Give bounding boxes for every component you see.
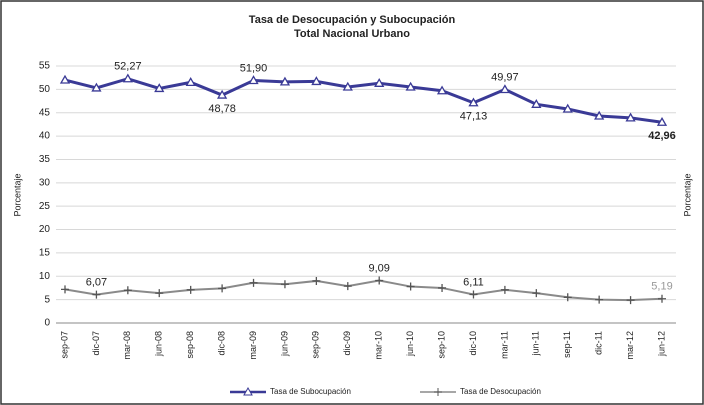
data-label: 48,78 <box>208 103 236 115</box>
x-tick-label: mar-08 <box>122 331 132 360</box>
point-marker <box>91 82 102 92</box>
data-label: 9,09 <box>368 262 389 274</box>
point-marker <box>405 81 416 91</box>
data-label: 52,27 <box>114 61 142 73</box>
point-marker <box>185 77 196 87</box>
y-tick-label: 40 <box>39 131 51 142</box>
point-marker <box>154 83 165 93</box>
chart-subtitle: Total Nacional Urbano <box>294 28 410 40</box>
x-tick-label: mar-12 <box>625 331 635 360</box>
y-tick-label: 0 <box>44 318 50 329</box>
y-axis-label: Porcentaje <box>12 173 22 216</box>
y-tick-label: 35 <box>39 154 51 165</box>
point-marker <box>92 290 101 299</box>
chart-title: Tasa de Desocupación y Subocupación <box>249 14 456 26</box>
point-marker <box>469 290 478 299</box>
legend-marker <box>243 386 253 396</box>
x-tick-label: jun-10 <box>405 331 415 357</box>
point-marker <box>248 75 259 85</box>
point-marker <box>311 76 322 86</box>
point-marker <box>342 81 353 91</box>
x-tick-label: dic-09 <box>342 331 352 356</box>
x-tick-label: sep-07 <box>59 331 69 359</box>
y-tick-label: 55 <box>39 61 51 72</box>
legend-label: Tasa de Desocupación <box>460 387 541 396</box>
point-marker <box>312 276 321 285</box>
point-marker <box>123 286 132 295</box>
y-tick-label: 10 <box>39 271 51 282</box>
y-tick-label: 30 <box>39 177 51 188</box>
point-marker <box>438 283 447 292</box>
x-tick-label: jun-09 <box>279 331 289 357</box>
y-tick-label: 25 <box>39 201 51 212</box>
point-marker <box>186 285 195 294</box>
x-tick-label: dic-07 <box>91 331 101 356</box>
x-tick-label: jun-11 <box>531 331 541 356</box>
x-tick-label: sep-11 <box>562 331 572 358</box>
data-label: 49,97 <box>491 71 519 83</box>
data-label: 6,11 <box>463 276 484 288</box>
line-series <box>64 279 663 302</box>
point-marker <box>375 276 384 285</box>
point-marker <box>406 282 415 291</box>
x-tick-label: jun-12 <box>656 331 666 357</box>
point-marker <box>658 294 666 303</box>
data-label: 42,96 <box>648 130 676 142</box>
y-tick-label: 50 <box>39 84 51 95</box>
point-marker <box>499 84 511 94</box>
x-tick-label: sep-09 <box>311 331 321 359</box>
x-tick-label: mar-10 <box>374 331 384 360</box>
y-tick-label: 45 <box>39 107 51 118</box>
x-tick-label: dic-11 <box>594 331 604 355</box>
point-marker <box>595 295 604 304</box>
point-marker <box>61 285 69 294</box>
data-label: 6,07 <box>86 277 107 289</box>
y-tick-label: 20 <box>39 224 51 235</box>
point-marker <box>436 85 448 95</box>
point-marker <box>343 282 352 291</box>
y-tick-label: 5 <box>44 294 50 305</box>
x-tick-label: dic-08 <box>216 331 226 356</box>
point-marker <box>562 103 573 113</box>
x-tick-label: jun-08 <box>154 331 164 357</box>
data-label: 51,90 <box>240 62 268 74</box>
point-marker <box>280 280 289 289</box>
y-axis-label-right: Porcentaje <box>682 173 692 216</box>
x-tick-label: dic-10 <box>468 331 478 356</box>
legend-label: Tasa de Subocupación <box>270 387 351 396</box>
point-marker <box>468 97 479 107</box>
point-marker <box>155 289 164 298</box>
point-marker <box>218 284 227 293</box>
point-marker <box>216 89 228 99</box>
point-marker <box>500 285 509 294</box>
legend-marker <box>434 388 442 396</box>
x-tick-label: sep-10 <box>436 331 446 359</box>
point-marker <box>249 278 258 287</box>
point-marker <box>594 110 605 120</box>
point-marker <box>122 73 133 83</box>
data-label: 5,19 <box>651 281 672 293</box>
y-tick-label: 15 <box>39 248 51 259</box>
data-label: 47,13 <box>460 111 488 123</box>
point-marker <box>531 99 542 108</box>
x-tick-label: mar-11 <box>499 331 509 359</box>
point-marker <box>59 74 71 84</box>
point-marker <box>279 76 291 86</box>
line-series <box>64 77 663 124</box>
point-marker <box>656 116 668 126</box>
x-tick-label: mar-09 <box>248 331 258 360</box>
point-marker <box>532 289 541 298</box>
x-tick-label: sep-08 <box>185 331 195 359</box>
point-marker <box>374 77 385 87</box>
point-marker <box>563 293 572 302</box>
point-marker <box>626 296 635 305</box>
point-marker <box>625 112 636 122</box>
